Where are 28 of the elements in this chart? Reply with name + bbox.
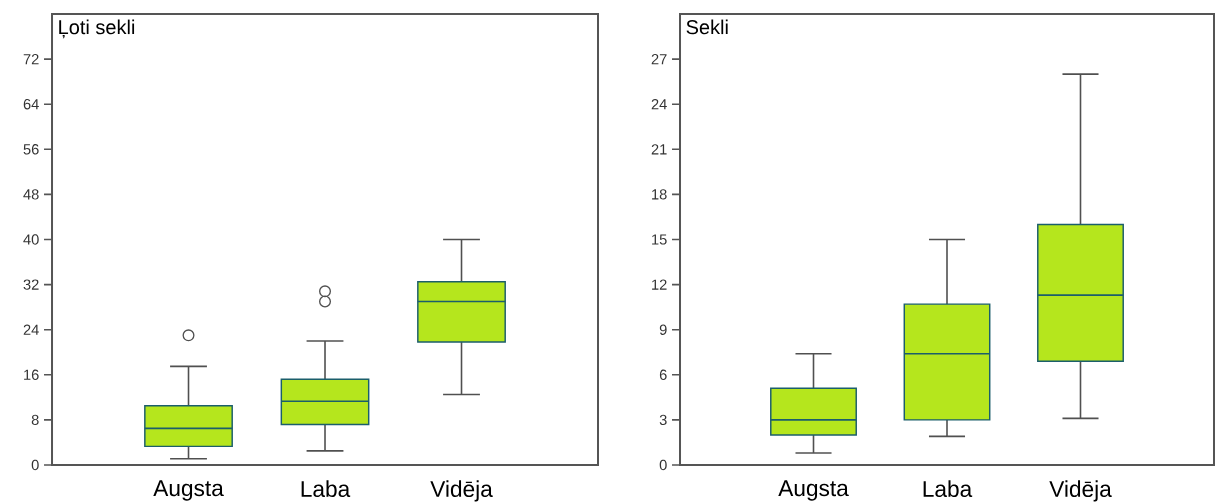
y-tick-label: 72 [23, 53, 39, 65]
y-tick-label: 56 [23, 144, 39, 155]
y-tick-label: 48 [23, 189, 39, 200]
y-tick-label: 9 [659, 324, 667, 335]
y-tick-label: 0 [31, 459, 39, 471]
y-tick-label: 24 [651, 99, 667, 110]
x-tick-label: Augsta [153, 480, 224, 501]
x-tick-label: Vidēja [430, 480, 493, 502]
y-tick-label: 64 [23, 99, 39, 110]
chart-title: Sekli [686, 19, 728, 35]
y-tick-label: 15 [652, 234, 667, 245]
y-tick-label: 27 [651, 53, 667, 65]
y-tick-label: 16 [24, 369, 39, 380]
y-tick-label: 12 [652, 279, 667, 290]
x-tick-label: Augsta [778, 480, 849, 501]
y-tick-label: 18 [652, 189, 667, 200]
y-tick-label: 6 [659, 369, 667, 380]
y-tick-label: 21 [651, 144, 667, 155]
x-tick-label: Laba [301, 480, 351, 498]
y-tick-label: 40 [23, 234, 39, 245]
x-tick-label: Vidēja [1049, 480, 1112, 502]
y-tick-label: 8 [31, 414, 39, 426]
y-tick-label: 32 [23, 279, 39, 290]
y-tick-label: 0 [659, 459, 667, 471]
x-tick-label: Laba [923, 480, 973, 498]
y-tick-label: 3 [659, 414, 667, 426]
chart-title: Ļoti sekli [59, 19, 135, 39]
y-tick-label: 24 [23, 324, 39, 335]
